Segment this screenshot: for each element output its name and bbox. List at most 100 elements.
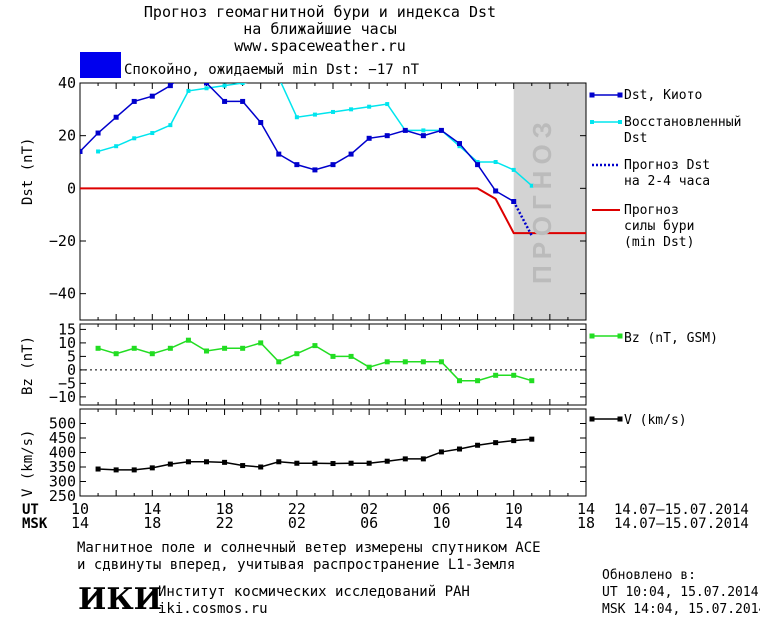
dst-kyoto-point bbox=[222, 98, 228, 104]
institute-name: Институт космических исследований РАН bbox=[158, 584, 470, 600]
v-point bbox=[185, 459, 191, 465]
v-legend-point bbox=[589, 416, 595, 422]
v-ytick-label: 300 bbox=[49, 473, 76, 491]
v-ylabel: V (km/s) bbox=[20, 429, 36, 497]
msk-date-range: 14.07–15.07.2014 bbox=[614, 516, 749, 532]
msk-tick-label: 18 bbox=[143, 514, 162, 532]
v-point bbox=[438, 449, 444, 455]
dst-kyoto-point bbox=[276, 151, 282, 157]
bz-point bbox=[493, 372, 499, 378]
dst-ytick-label: −40 bbox=[49, 285, 76, 303]
v-point bbox=[493, 440, 499, 446]
ut-tick-label: 18 bbox=[215, 500, 234, 518]
dst-kyoto-point bbox=[258, 120, 264, 125]
dst-restored-point bbox=[114, 144, 119, 149]
dst-restored-point bbox=[421, 128, 426, 133]
chart-title-line2: на ближайшие часы bbox=[243, 20, 397, 38]
dst-kyoto-point bbox=[475, 162, 481, 168]
dst-ytick-label: 20 bbox=[58, 127, 76, 145]
dst-kyoto-legend-point bbox=[589, 92, 595, 98]
bz-point bbox=[294, 351, 300, 357]
legend-dst-restored-2: Dst bbox=[624, 131, 648, 146]
v-point bbox=[475, 442, 481, 448]
dst-restored-point bbox=[168, 123, 173, 128]
bz-ytick-label: −10 bbox=[49, 388, 76, 406]
bz-point bbox=[402, 359, 408, 365]
v-ytick-label: 500 bbox=[49, 415, 76, 433]
v-point bbox=[113, 467, 119, 473]
v-point bbox=[204, 459, 209, 465]
dst-restored-point bbox=[277, 76, 281, 80]
legend-v: V (km/s) bbox=[624, 413, 687, 428]
dst-ytick-label: 0 bbox=[67, 179, 76, 197]
bz-point bbox=[330, 353, 336, 359]
dst-restored-point bbox=[511, 167, 516, 172]
ut-tick-label: 22 bbox=[287, 500, 306, 518]
source-url[interactable]: www.spaceweather.ru bbox=[234, 37, 406, 55]
msk-tick-label: 14 bbox=[71, 514, 90, 532]
dst-kyoto-legend-point bbox=[617, 92, 623, 98]
dst-kyoto-point bbox=[348, 151, 354, 157]
v-point bbox=[511, 438, 517, 444]
v-point bbox=[240, 463, 246, 469]
bz-ytick-label: 0 bbox=[67, 361, 76, 379]
dst-restored-point bbox=[186, 88, 191, 93]
msk-tick-label: 06 bbox=[360, 514, 379, 532]
v-point bbox=[366, 460, 372, 466]
bz-ytick-label: −5 bbox=[58, 374, 76, 392]
iki-logo: ИКИ bbox=[78, 582, 162, 617]
legend-storm-2: силы бури bbox=[624, 219, 695, 234]
institute-url[interactable]: iki.cosmos.ru bbox=[158, 601, 268, 617]
v-point bbox=[276, 459, 282, 465]
msk-tick-label: 18 bbox=[577, 514, 596, 532]
bz-point bbox=[529, 378, 535, 384]
dst-kyoto-point bbox=[95, 130, 101, 136]
msk-axis-label: MSK bbox=[22, 516, 48, 532]
bz-point bbox=[222, 345, 228, 351]
dst-kyoto-point bbox=[402, 127, 408, 133]
bz-frame bbox=[79, 323, 587, 406]
dst-restored-point bbox=[493, 160, 498, 164]
ut-tick-label: 10 bbox=[504, 500, 523, 518]
footer-note-line2: и сдвинуты вперед, учитывая распростране… bbox=[77, 557, 516, 573]
bz-point bbox=[95, 345, 101, 351]
dst-kyoto-point bbox=[131, 98, 137, 104]
bz-point bbox=[204, 348, 209, 354]
legend-forecast-dst-2: на 2-4 часа bbox=[624, 174, 711, 189]
bz-point bbox=[438, 359, 444, 365]
v-point bbox=[167, 461, 173, 467]
dst-kyoto-point bbox=[420, 133, 426, 139]
status-text: Спокойно, ожидаемый min Dst: −17 nT bbox=[124, 62, 420, 78]
dst-ytick-label: 40 bbox=[58, 74, 76, 92]
dst-kyoto-point bbox=[312, 167, 318, 173]
v-point bbox=[131, 467, 137, 473]
legend-storm-1: Прогноз bbox=[624, 203, 679, 218]
bz-point bbox=[240, 345, 246, 351]
dst-kyoto-point bbox=[113, 114, 119, 120]
dst-restored-point bbox=[150, 131, 155, 136]
ut-tick-label: 14 bbox=[577, 500, 596, 518]
dst-kyoto-point bbox=[493, 188, 499, 194]
v-point bbox=[95, 466, 101, 472]
v-point bbox=[330, 461, 336, 467]
bz-ytick-label: 5 bbox=[67, 347, 76, 365]
ut-date-range: 14.07–15.07.2014 bbox=[614, 502, 749, 518]
updated-label: Обновлено в: bbox=[602, 568, 696, 583]
bz-point bbox=[384, 359, 390, 365]
dst-kyoto-point bbox=[330, 162, 336, 168]
dst-forecast-line bbox=[512, 200, 533, 237]
bz-point bbox=[258, 340, 264, 346]
bz-point bbox=[185, 337, 191, 343]
v-point bbox=[348, 460, 354, 466]
v-point bbox=[149, 465, 155, 471]
legend-bz: Bz (nT, GSM) bbox=[624, 331, 718, 346]
dst-restored-point bbox=[259, 78, 263, 82]
bz-point bbox=[420, 359, 426, 365]
v-point bbox=[384, 458, 390, 464]
v-ytick-label: 400 bbox=[49, 444, 76, 462]
dst-restored-point bbox=[457, 144, 462, 149]
dst-restored-point bbox=[294, 115, 299, 120]
dst-panel: −40 −20 0 20 40 bbox=[49, 74, 587, 321]
